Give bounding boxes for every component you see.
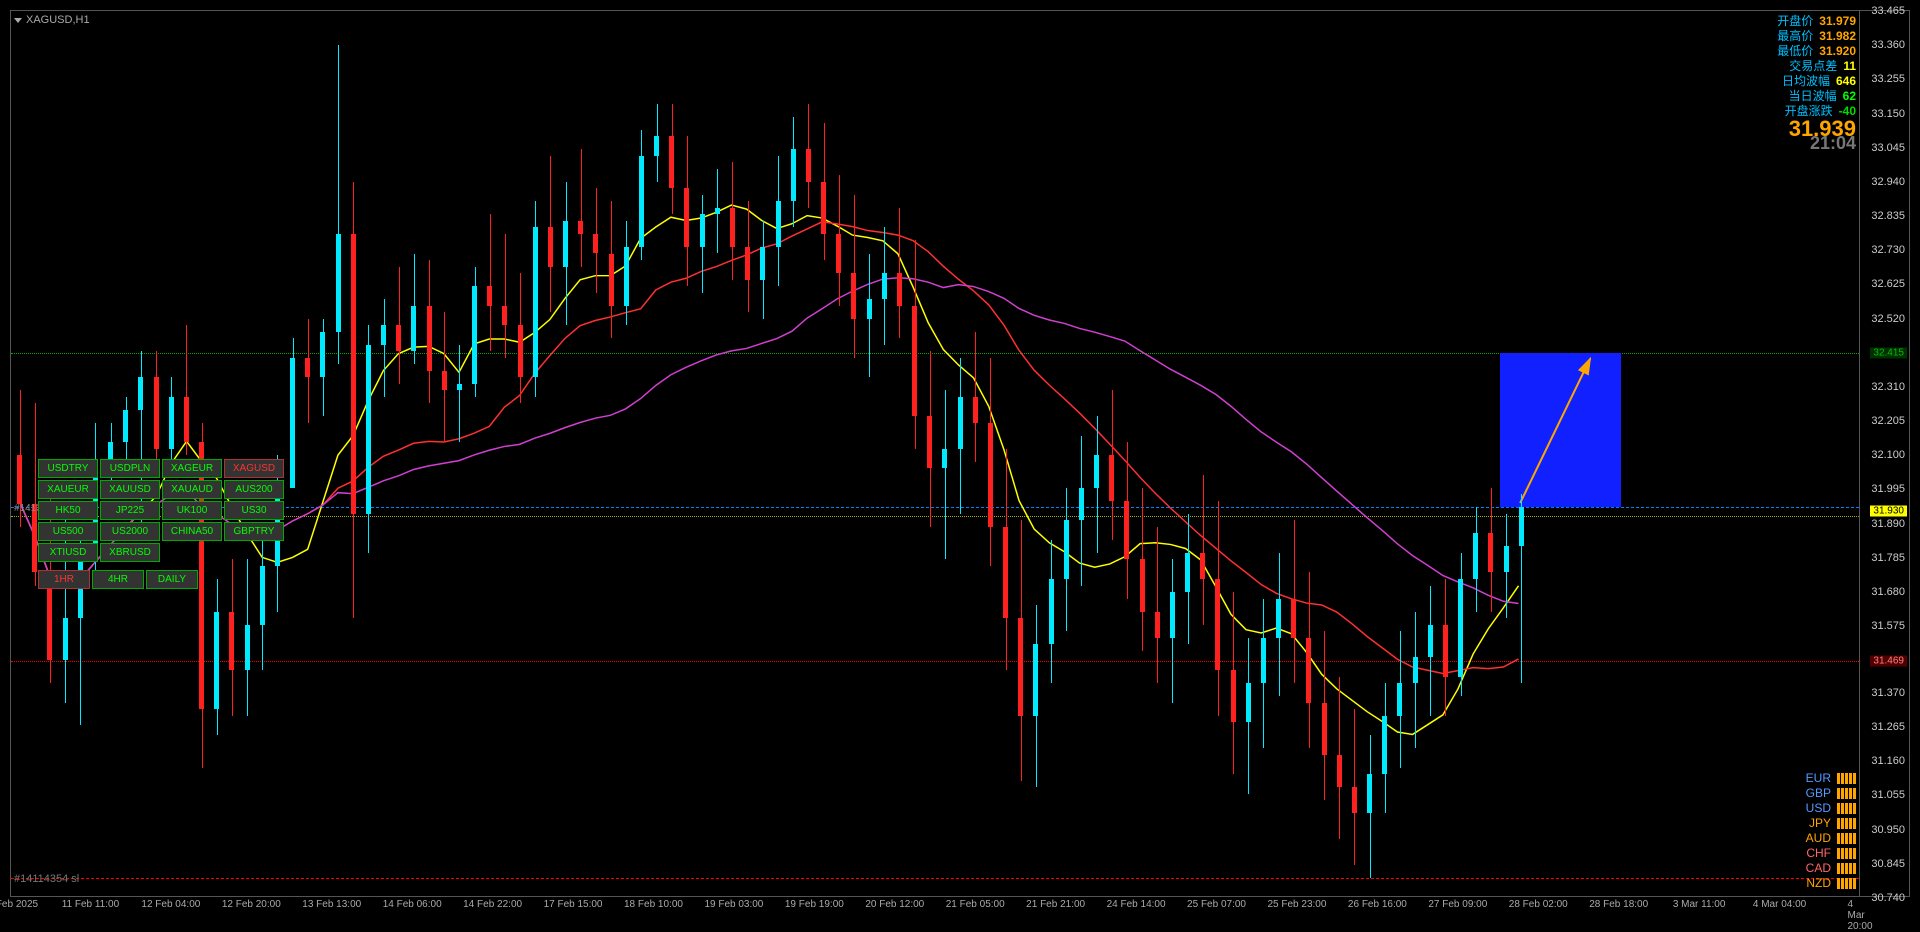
currency-strength-nzd: NZD: [1801, 876, 1856, 891]
chart-area[interactable]: [10, 10, 1860, 897]
x-axis-label: 11 Feb 11:00: [62, 899, 119, 910]
y-axis-label: 33.465: [1871, 5, 1905, 17]
chart-title: XAGUSD,H1: [14, 14, 90, 26]
timeframe-button-4hr[interactable]: 4HR: [92, 570, 144, 589]
currency-strength-aud: AUD: [1801, 831, 1856, 846]
currency-strength-eur: EUR: [1801, 771, 1856, 786]
x-axis-label: 19 Feb 03:00: [704, 899, 763, 910]
symbol-button-hk50[interactable]: HK50: [38, 501, 98, 520]
forecast-zone: [1500, 353, 1620, 508]
y-axis-label: 33.150: [1871, 108, 1905, 120]
y-axis-label: 32.310: [1871, 381, 1905, 393]
x-axis-label: 14 Feb 22:00: [463, 899, 522, 910]
y-axis: 33.46533.36033.25533.15033.04532.94032.8…: [1860, 10, 1910, 897]
currency-strength-jpy: JPY: [1801, 816, 1856, 831]
horizontal-level-line: [11, 507, 1859, 508]
x-axis-label: 19 Feb 19:00: [785, 899, 844, 910]
symbol-button-us500[interactable]: US500: [38, 522, 98, 541]
timeframe-button-1hr[interactable]: 1HR: [38, 570, 90, 589]
price-marker: 31.930: [1870, 505, 1907, 516]
y-axis-label: 32.835: [1871, 210, 1905, 222]
y-axis-label: 31.890: [1871, 518, 1905, 530]
symbol-button-usdtry[interactable]: USDTRY: [38, 459, 98, 478]
symbol-button-grid: USDTRYUSDPLNXAGEURXAGUSD XAUEURXAUUSDXAUA…: [38, 459, 284, 591]
x-axis-label: 26 Feb 16:00: [1348, 899, 1407, 910]
horizontal-level-line: [11, 516, 1859, 517]
y-axis-label: 31.160: [1871, 755, 1905, 767]
currency-strength-panel: EURGBPUSDJPYAUDCHFCADNZD: [1801, 771, 1856, 891]
currency-strength-chf: CHF: [1801, 846, 1856, 861]
symbol-button-xtiusd[interactable]: XTIUSD: [38, 543, 98, 562]
y-axis-label: 31.680: [1871, 586, 1905, 598]
y-axis-label: 33.045: [1871, 142, 1905, 154]
y-axis-label: 32.730: [1871, 244, 1905, 256]
symbol-button-xauusd[interactable]: XAUUSD: [100, 480, 160, 499]
symbol-button-china50[interactable]: CHINA50: [162, 522, 222, 541]
horizontal-level-line: [11, 661, 1859, 662]
symbol-button-us2000[interactable]: US2000: [100, 522, 160, 541]
symbol-button-gbptry[interactable]: GBPTRY: [224, 522, 284, 541]
x-axis-label: 28 Feb 02:00: [1509, 899, 1568, 910]
symbol-button-xaueur[interactable]: XAUEUR: [38, 480, 98, 499]
x-axis-label: 12 Feb 20:00: [222, 899, 281, 910]
x-axis-label: 21 Feb 05:00: [946, 899, 1005, 910]
symbol-button-uk100[interactable]: UK100: [162, 501, 222, 520]
symbol-button-usdpln[interactable]: USDPLN: [100, 459, 160, 478]
price-marker: 31.469: [1870, 655, 1907, 666]
x-axis-label: 12 Feb 04:00: [141, 899, 200, 910]
y-axis-label: 31.995: [1871, 483, 1905, 495]
y-axis-label: 32.625: [1871, 278, 1905, 290]
y-axis-label: 32.100: [1871, 449, 1905, 461]
watermark: #14114354 sl: [14, 873, 79, 885]
y-axis-label: 31.575: [1871, 620, 1905, 632]
horizontal-level-line: [11, 878, 1859, 879]
currency-strength-gbp: GBP: [1801, 786, 1856, 801]
x-axis-label: 18 Feb 10:00: [624, 899, 683, 910]
x-axis-label: 14 Feb 06:00: [383, 899, 442, 910]
price-marker: 32.415: [1870, 347, 1907, 358]
timeframe-button-daily[interactable]: DAILY: [146, 570, 198, 589]
x-axis-label: 20 Feb 12:00: [865, 899, 924, 910]
symbol-button-xageur[interactable]: XAGEUR: [162, 459, 222, 478]
symbol-button-xagusd[interactable]: XAGUSD: [224, 459, 284, 478]
currency-strength-usd: USD: [1801, 801, 1856, 816]
y-axis-label: 31.785: [1871, 552, 1905, 564]
y-axis-label: 31.370: [1871, 687, 1905, 699]
y-axis-label: 32.205: [1871, 415, 1905, 427]
y-axis-label: 30.740: [1871, 892, 1905, 904]
x-axis-label: 28 Feb 18:00: [1589, 899, 1648, 910]
x-axis: 10 Feb 202511 Feb 11:0012 Feb 04:0012 Fe…: [10, 897, 1860, 917]
ohlc-info-panel: 开盘价31.979 最高价31.982 最低价31.920 交易点差11 日均波…: [1777, 14, 1856, 151]
x-axis-label: 24 Feb 14:00: [1107, 899, 1166, 910]
y-axis-label: 31.055: [1871, 789, 1905, 801]
y-axis-label: 30.845: [1871, 858, 1905, 870]
x-axis-label: 17 Feb 15:00: [544, 899, 603, 910]
symbol-button-aus200[interactable]: AUS200: [224, 480, 284, 499]
x-axis-label: 13 Feb 13:00: [302, 899, 361, 910]
y-axis-label: 32.940: [1871, 176, 1905, 188]
x-axis-label: 25 Feb 23:00: [1267, 899, 1326, 910]
y-axis-label: 33.255: [1871, 73, 1905, 85]
x-axis-label: 4 Mar 20:00: [1847, 899, 1872, 932]
currency-strength-cad: CAD: [1801, 861, 1856, 876]
x-axis-label: 10 Feb 2025: [0, 899, 38, 910]
y-axis-label: 30.950: [1871, 824, 1905, 836]
x-axis-label: 27 Feb 09:00: [1428, 899, 1487, 910]
symbol-button-xauaud[interactable]: XAUAUD: [162, 480, 222, 499]
symbol-button-us30[interactable]: US30: [224, 501, 284, 520]
symbol-button-xbrusd[interactable]: XBRUSD: [100, 543, 160, 562]
y-axis-label: 32.520: [1871, 313, 1905, 325]
y-axis-label: 33.360: [1871, 39, 1905, 51]
x-axis-label: 25 Feb 07:00: [1187, 899, 1246, 910]
symbol-button-jp225[interactable]: JP225: [100, 501, 160, 520]
x-axis-label: 4 Mar 04:00: [1753, 899, 1806, 910]
y-axis-label: 31.265: [1871, 721, 1905, 733]
x-axis-label: 21 Feb 21:00: [1026, 899, 1085, 910]
x-axis-label: 3 Mar 11:00: [1673, 899, 1726, 910]
